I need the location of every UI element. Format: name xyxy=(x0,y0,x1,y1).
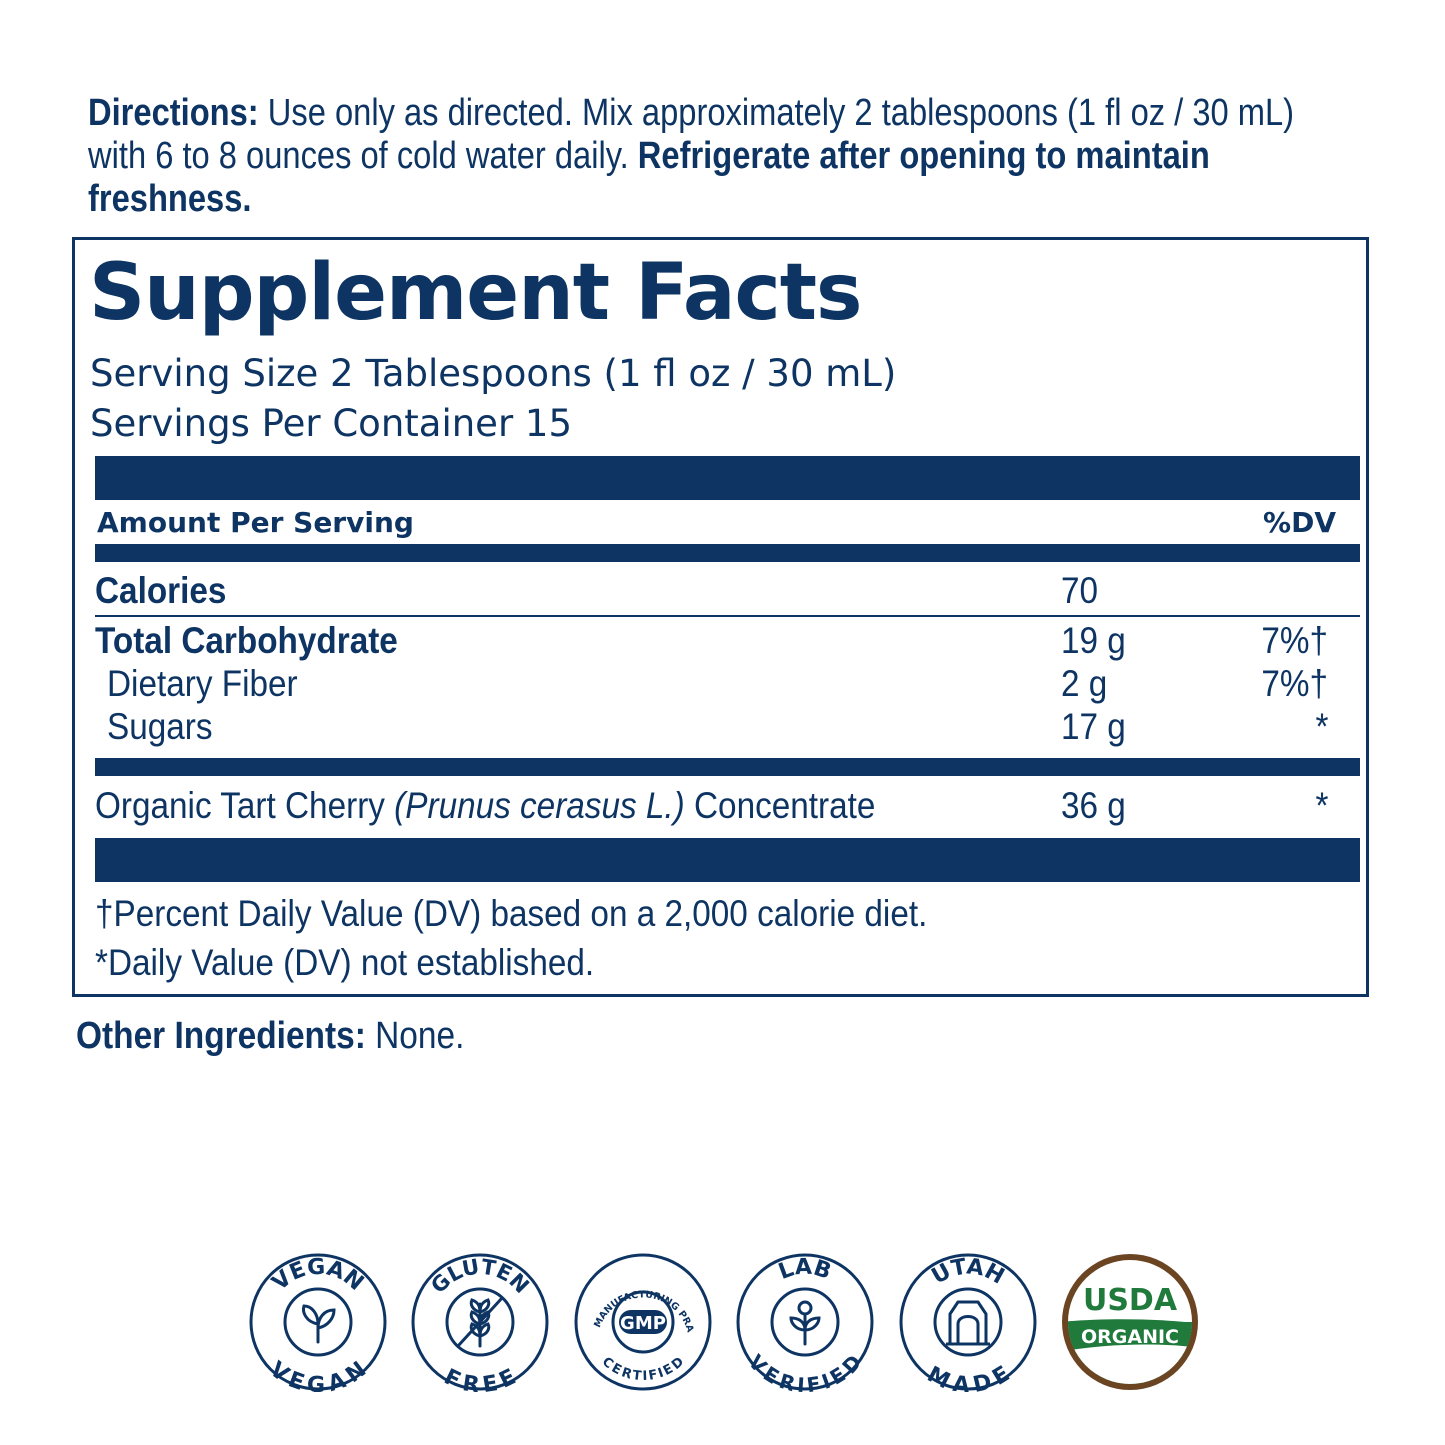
directions: Directions: Use only as directed. Mix ap… xyxy=(88,92,1357,221)
dv-header: %DV xyxy=(1263,506,1336,539)
row-fiber-amount: 2 g xyxy=(1061,663,1108,704)
other-ingredients: Other Ingredients: None. xyxy=(76,1015,464,1058)
row-carb-amount: 19 g xyxy=(1061,620,1126,661)
lab-top-text: LAB xyxy=(775,1255,834,1285)
certification-badges: VEGAN VEGAN GLUTEN FREE xyxy=(248,1252,1198,1392)
lab-verified-badge: LAB VERIFIED xyxy=(736,1253,874,1392)
svg-text:MADE: MADE xyxy=(923,1362,1014,1392)
facts-title: Supplement Facts xyxy=(89,248,862,338)
row-carb-label: Total Carbohydrate xyxy=(95,620,398,661)
other-ingredients-value: None. xyxy=(365,1015,465,1057)
usda-bottom-text: ORGANIC xyxy=(1081,1326,1179,1348)
row-sugars-dv: * xyxy=(1315,706,1328,747)
arch-icon xyxy=(946,1300,990,1346)
row-tart-cherry-dv: * xyxy=(1315,785,1328,826)
thick-divider-top xyxy=(95,456,1360,500)
row-sugars-amount: 17 g xyxy=(1061,706,1126,747)
amount-per-serving-header: Amount Per Serving xyxy=(97,506,414,539)
utah-bottom-text: MADE xyxy=(923,1362,1014,1392)
directions-text: Use only as directed. Mix approximately … xyxy=(88,92,1295,177)
gmp-center-text: GMP xyxy=(620,1313,666,1334)
row-tart-cherry-label: Organic Tart Cherry (Prunus cerasus L.) … xyxy=(95,785,876,826)
lab-flask-icon xyxy=(789,1300,821,1346)
row-fiber-dv: 7%† xyxy=(1261,663,1328,704)
directions-refrigerate: Refrigerate after opening to maintain fr… xyxy=(88,135,1210,220)
supplement-facts-panel: Supplement Facts Serving Size 2 Tablespo… xyxy=(72,237,1369,997)
svg-text:LAB: LAB xyxy=(775,1255,834,1285)
medium-divider-header xyxy=(95,544,1360,562)
servings-per-container: Servings Per Container 15 xyxy=(90,402,572,445)
gmp-bottom-text: CERTIFIED xyxy=(599,1354,687,1384)
usda-organic-seal: USDA ORGANIC xyxy=(1062,1254,1198,1390)
row-tart-cherry-amount: 36 g xyxy=(1061,785,1126,826)
latin-name: (Prunus cerasus L.) xyxy=(394,785,685,826)
vegan-bottom-text: VEGAN xyxy=(265,1357,371,1392)
directions-label: Directions: xyxy=(88,92,259,134)
thick-divider-bottom xyxy=(95,838,1360,882)
wheat-crossed-icon xyxy=(456,1296,504,1348)
row-fiber-label: Dietary Fiber xyxy=(107,663,298,704)
svg-text:GLUTEN: GLUTEN xyxy=(426,1255,534,1298)
gmp-badge: GOOD MANUFACTURING PRACTICE CERTIFIED GM… xyxy=(573,1252,712,1391)
row-calories-amount: 70 xyxy=(1061,570,1099,611)
serving-size: Serving Size 2 Tablespoons (1 fl oz / 30… xyxy=(90,352,897,395)
footnote-not-established: *Daily Value (DV) not established. xyxy=(95,942,595,983)
row-calories-label: Calories xyxy=(95,570,227,611)
row-sugars-label: Sugars xyxy=(107,706,213,747)
usda-top-text: USDA xyxy=(1083,1283,1178,1318)
gmp-seal-icon: GMP xyxy=(619,1310,667,1334)
footnote-dv: †Percent Daily Value (DV) based on a 2,0… xyxy=(95,893,928,934)
gluten-free-badge: GLUTEN FREE xyxy=(411,1253,549,1392)
row-carb-dv: 7%† xyxy=(1261,620,1328,661)
sprout-icon xyxy=(302,1304,336,1344)
svg-text:VEGAN: VEGAN xyxy=(265,1357,371,1392)
thin-divider xyxy=(95,615,1360,617)
gluten-top-text: GLUTEN xyxy=(426,1255,534,1298)
svg-text:CERTIFIED: CERTIFIED xyxy=(599,1354,687,1384)
utah-made-badge: UTAH MADE xyxy=(899,1253,1037,1392)
vegan-badge: VEGAN VEGAN xyxy=(249,1253,387,1392)
other-ingredients-label: Other Ingredients: xyxy=(76,1015,366,1057)
medium-divider-ingredient xyxy=(95,758,1360,776)
usda-organic-badge: USDA ORGANIC xyxy=(1062,1254,1198,1390)
